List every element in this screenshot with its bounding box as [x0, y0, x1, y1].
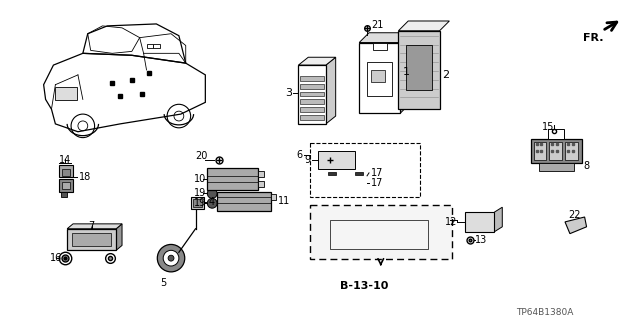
- Polygon shape: [318, 215, 445, 254]
- Bar: [367, 62, 392, 96]
- Polygon shape: [401, 33, 410, 113]
- Bar: [300, 92, 324, 96]
- Bar: [328, 172, 336, 175]
- Bar: [330, 220, 428, 249]
- Circle shape: [157, 244, 185, 272]
- Bar: [465, 212, 495, 232]
- Bar: [60, 165, 73, 177]
- Text: 15: 15: [542, 122, 554, 132]
- Bar: [399, 31, 440, 109]
- Bar: [318, 151, 355, 169]
- Bar: [531, 139, 582, 163]
- Bar: [62, 169, 70, 176]
- Text: B-13-10: B-13-10: [340, 281, 388, 291]
- Text: 21: 21: [371, 20, 383, 30]
- Bar: [538, 163, 574, 171]
- Text: 13: 13: [475, 235, 487, 244]
- Bar: [60, 179, 73, 193]
- Text: 17: 17: [371, 178, 383, 188]
- Polygon shape: [495, 207, 502, 232]
- Circle shape: [413, 230, 423, 240]
- Circle shape: [207, 188, 217, 198]
- Bar: [147, 44, 154, 48]
- Bar: [154, 44, 160, 48]
- Circle shape: [207, 198, 217, 208]
- Text: 4: 4: [208, 197, 214, 207]
- Polygon shape: [359, 33, 410, 43]
- Polygon shape: [399, 21, 449, 31]
- Bar: [62, 182, 70, 188]
- Circle shape: [168, 255, 174, 261]
- Circle shape: [163, 250, 179, 266]
- Polygon shape: [298, 57, 336, 65]
- Bar: [72, 233, 111, 246]
- Bar: [549, 141, 562, 160]
- Text: 17: 17: [371, 168, 383, 178]
- Polygon shape: [565, 217, 587, 234]
- Text: TP64B1380A: TP64B1380A: [516, 308, 573, 317]
- Bar: [207, 168, 259, 189]
- Bar: [355, 172, 363, 175]
- Text: 3: 3: [285, 88, 292, 98]
- Bar: [534, 141, 547, 160]
- Bar: [300, 115, 324, 120]
- Bar: [373, 43, 387, 50]
- Bar: [359, 43, 401, 113]
- Bar: [56, 87, 77, 100]
- Bar: [548, 129, 564, 139]
- Bar: [300, 100, 324, 104]
- Bar: [310, 205, 452, 259]
- Bar: [565, 141, 578, 160]
- Bar: [191, 197, 204, 209]
- Text: FR.: FR.: [582, 33, 603, 43]
- Text: 19: 19: [193, 188, 206, 198]
- Bar: [271, 195, 276, 200]
- Circle shape: [351, 167, 367, 183]
- Text: 16: 16: [49, 253, 61, 263]
- Text: 6: 6: [296, 150, 303, 160]
- Bar: [371, 70, 385, 82]
- Bar: [300, 84, 324, 89]
- Bar: [300, 76, 324, 81]
- Bar: [61, 193, 67, 197]
- Polygon shape: [67, 224, 122, 229]
- Text: 20: 20: [196, 151, 208, 161]
- Bar: [310, 143, 420, 197]
- Bar: [67, 229, 116, 250]
- Circle shape: [324, 167, 340, 183]
- Text: 12: 12: [445, 217, 458, 227]
- Bar: [406, 45, 432, 90]
- Circle shape: [323, 153, 337, 167]
- Text: 22: 22: [568, 210, 581, 220]
- Polygon shape: [116, 224, 122, 250]
- Text: 5: 5: [160, 278, 166, 288]
- Bar: [298, 65, 326, 124]
- Text: 8: 8: [584, 161, 589, 171]
- Bar: [193, 199, 202, 207]
- Text: 7: 7: [88, 221, 95, 231]
- Text: 2: 2: [442, 70, 450, 80]
- Text: 14: 14: [59, 155, 71, 165]
- Polygon shape: [326, 57, 336, 124]
- Text: 10: 10: [193, 174, 206, 184]
- Text: 18: 18: [79, 172, 91, 182]
- Text: 1: 1: [403, 67, 410, 77]
- Bar: [217, 191, 271, 211]
- Bar: [259, 171, 264, 177]
- Text: 11: 11: [278, 196, 290, 206]
- Text: 19: 19: [193, 198, 206, 208]
- Text: 9: 9: [304, 155, 310, 165]
- Bar: [300, 107, 324, 112]
- Circle shape: [333, 230, 342, 240]
- Circle shape: [374, 230, 384, 240]
- Bar: [259, 181, 264, 187]
